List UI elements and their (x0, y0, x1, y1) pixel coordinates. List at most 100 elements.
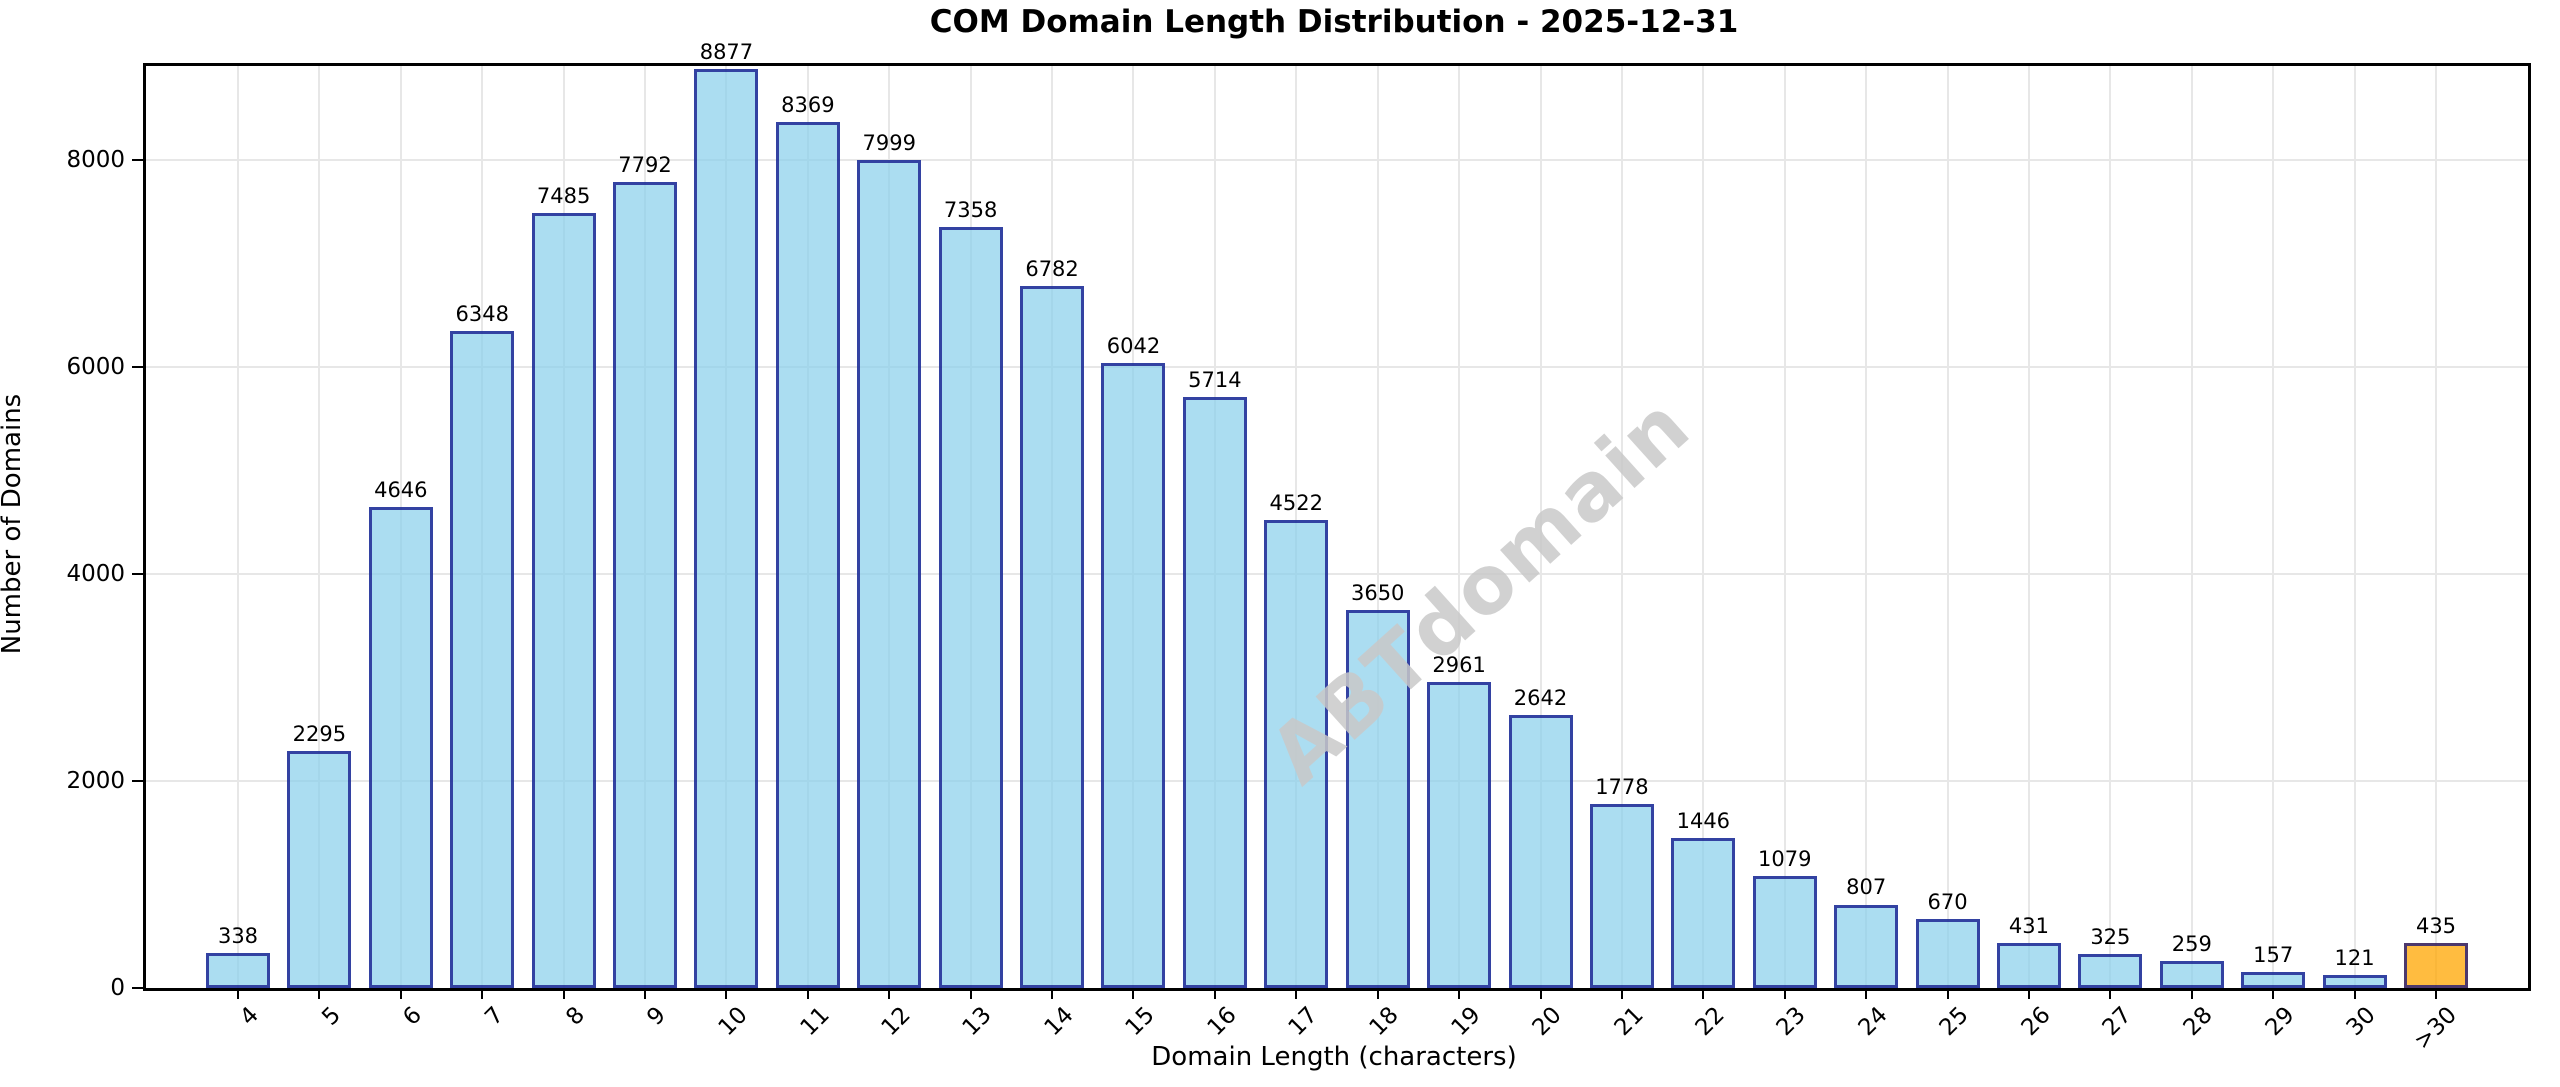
x-tick-label: 23 (1772, 1002, 1812, 1042)
x-tick-label: 17 (1283, 1002, 1323, 1042)
x-tick-mark (725, 988, 728, 999)
x-tick-label: 27 (2097, 1002, 2137, 1042)
x-gridline (2027, 66, 2030, 988)
x-gridline (1539, 66, 1542, 988)
x-tick-mark (1051, 988, 1054, 999)
x-tick-mark (806, 988, 809, 999)
bar (1427, 681, 1492, 988)
x-tick-label: 16 (1202, 1002, 1242, 1042)
x-gridline (1946, 66, 1949, 988)
bar-highlight (2404, 943, 2468, 988)
x-gridline (237, 66, 239, 988)
x-tick-label: 14 (1039, 1002, 1079, 1042)
bar-value-label: 435 (2415, 913, 2457, 938)
bar (206, 953, 270, 988)
x-tick-mark (237, 988, 239, 999)
bar (775, 121, 840, 988)
x-tick-label: 24 (1853, 1002, 1893, 1042)
bar (1345, 610, 1410, 988)
x-tick-label: 8 (561, 1002, 591, 1031)
x-tick-mark (2190, 988, 2193, 999)
x-tick-label: 9 (642, 1002, 672, 1031)
x-tick-label: 13 (957, 1002, 998, 1042)
bar-value-label: 6348 (455, 302, 509, 327)
bar-value-label: 6042 (1106, 333, 1161, 358)
x-tick-mark (644, 988, 647, 999)
x-tick-mark (318, 988, 321, 999)
plot-area: ABTdomain (143, 63, 2531, 991)
bar-value-label: 2642 (1513, 685, 1568, 710)
bar-value-label: 7792 (618, 152, 672, 177)
y-tick-label: 0 (110, 975, 125, 1001)
x-tick-label: 15 (1120, 1002, 1160, 1042)
bar-value-label: 4522 (1269, 491, 1324, 516)
x-gridline (2190, 66, 2193, 988)
y-gridline (146, 573, 2528, 576)
bar (368, 507, 433, 988)
x-tick-label: 26 (2016, 1002, 2056, 1042)
bar-value-label: 121 (2334, 946, 2375, 971)
bar (1671, 838, 1736, 988)
bar-value-label: 8369 (781, 92, 835, 117)
x-tick-mark (2435, 988, 2437, 999)
bar (1264, 520, 1329, 988)
x-tick-label: 29 (2260, 1002, 2300, 1042)
y-axis-label: Number of Domains (0, 393, 27, 655)
x-tick-label: 21 (1609, 1002, 1649, 1042)
bar (613, 181, 678, 988)
bar-value-label: 1778 (1595, 775, 1649, 799)
y-tick-mark (132, 159, 143, 162)
x-gridline (1865, 66, 1868, 988)
x-tick-label: 11 (795, 1002, 835, 1042)
x-tick-mark (399, 988, 402, 999)
bar (1589, 804, 1654, 988)
x-gridline (1783, 66, 1786, 988)
x-tick-label: 4 (235, 1002, 265, 1031)
bar-value-label: 2961 (1432, 652, 1486, 677)
x-tick-label: 18 (1364, 1002, 1405, 1042)
x-tick-label: 5 (317, 1002, 346, 1031)
bar-value-label: 7485 (536, 184, 591, 209)
x-tick-mark (1620, 988, 1623, 999)
x-gridline (1376, 66, 1379, 988)
x-gridline (318, 66, 321, 988)
x-tick-mark (1865, 988, 1868, 999)
bar-value-label: 325 (2090, 925, 2131, 950)
x-tick-mark (1376, 988, 1379, 999)
bar-value-label: 431 (2008, 914, 2049, 939)
x-gridline (2109, 66, 2112, 988)
y-tick-label: 2000 (66, 768, 125, 795)
bar-value-label: 807 (1846, 875, 1887, 900)
y-tick-mark (132, 987, 143, 989)
x-tick-mark (1132, 988, 1135, 999)
x-gridline (2272, 66, 2275, 988)
bar (287, 750, 352, 988)
x-tick-mark (888, 988, 891, 999)
x-tick-mark (1539, 988, 1542, 999)
bar (694, 69, 759, 988)
x-tick-label: 28 (2179, 1002, 2219, 1042)
bar-value-label: 2295 (292, 721, 347, 746)
y-tick-label: 8000 (66, 147, 125, 174)
x-tick-label: 6 (398, 1002, 428, 1031)
x-tick-mark (2027, 988, 2030, 999)
x-tick-label: 30 (2341, 1002, 2381, 1042)
y-gridline (146, 159, 2528, 162)
bar-value-label: 338 (217, 924, 259, 949)
x-tick-label: 22 (1690, 1002, 1730, 1042)
y-tick-mark (132, 573, 143, 576)
x-tick-label: 19 (1446, 1002, 1486, 1042)
bar-value-label: 1446 (1676, 809, 1731, 834)
x-tick-mark (1702, 988, 1705, 999)
y-tick-label: 4000 (66, 561, 125, 588)
x-tick-label: 7 (479, 1002, 509, 1031)
y-tick-mark (132, 366, 143, 369)
x-tick-mark (1213, 988, 1216, 999)
x-tick-mark (1458, 988, 1461, 999)
x-tick-mark (2272, 988, 2275, 999)
x-tick-label: 25 (1934, 1002, 1974, 1042)
bar (450, 331, 515, 988)
bar (938, 226, 1003, 988)
bar (2241, 971, 2306, 988)
bar (1020, 286, 1085, 988)
